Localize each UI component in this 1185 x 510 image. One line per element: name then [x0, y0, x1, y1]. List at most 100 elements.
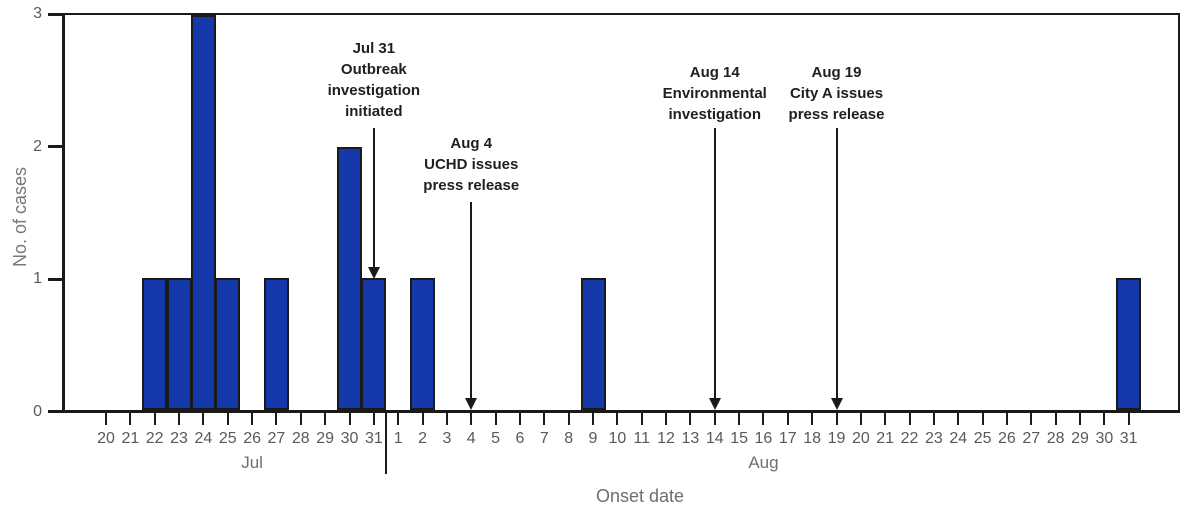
x-tick-label: 11: [633, 430, 650, 447]
x-tick-label: 9: [588, 430, 598, 447]
annotation-line: UCHD issues: [424, 156, 519, 173]
x-tick-label: 27: [1022, 430, 1041, 447]
x-axis-tick: [908, 413, 911, 425]
annotation-arrowhead: [465, 398, 478, 410]
case-bar: [410, 278, 436, 410]
month-divider: [385, 413, 388, 474]
annotation-line: initiated: [345, 103, 403, 120]
annotation-arrow-line: [713, 128, 716, 400]
x-tick-label: 22: [900, 430, 919, 447]
x-tick-label: 28: [1046, 430, 1065, 447]
x-axis-tick: [518, 413, 521, 425]
x-tick-label: 31: [1119, 430, 1138, 447]
annotation: Aug 4 UCHD issues press release: [376, 133, 566, 196]
x-axis-tick: [835, 413, 838, 425]
x-tick-label: 7: [539, 430, 549, 447]
x-axis-tick: [251, 413, 254, 425]
x-axis-tick: [1079, 413, 1081, 425]
annotation-arrow-line: [835, 128, 838, 400]
x-tick-label: 6: [515, 430, 525, 447]
x-tick-label: 20: [851, 430, 870, 447]
x-tick-label: 19: [827, 430, 846, 447]
x-axis-tick: [178, 413, 181, 425]
case-bar: [166, 278, 192, 410]
annotation: Aug 14 Environmental investigation: [620, 62, 810, 125]
x-axis-tick: [372, 413, 375, 425]
x-axis-tick: [226, 413, 229, 425]
case-bar: [142, 278, 168, 410]
annotation-line: Jul 31: [352, 40, 396, 57]
annotation-arrow-line: [470, 202, 473, 400]
x-axis-tick: [1054, 413, 1057, 425]
annotation: Jul 31 Outbreak investigation initiated: [279, 38, 469, 122]
annotation-arrowhead: [830, 398, 843, 410]
x-axis-tick: [445, 413, 448, 425]
x-axis-tick: [1127, 413, 1130, 425]
x-tick-label: 28: [291, 430, 310, 447]
x-axis-tick: [348, 413, 351, 425]
x-axis-tick: [689, 413, 692, 425]
y-axis-tick: [48, 12, 62, 16]
x-tick-label: 26: [998, 430, 1016, 447]
x-axis-tick: [592, 413, 594, 425]
y-axis-tick: [48, 410, 62, 413]
x-tick-label: 17: [778, 430, 797, 447]
x-tick-label: 1: [393, 430, 403, 447]
annotation-line: Aug 19: [811, 64, 862, 81]
x-tick-label: 4: [466, 430, 476, 447]
annotation-line: investigation: [327, 82, 421, 99]
x-tick-label: 30: [340, 430, 359, 447]
x-axis-tick: [1103, 413, 1106, 425]
x-tick-label: 18: [803, 430, 822, 447]
annotation-line: City A issues: [789, 85, 884, 102]
case-bar: [337, 147, 362, 410]
x-axis-tick: [494, 413, 497, 425]
x-tick-label: 27: [267, 430, 286, 447]
x-axis-tick: [1030, 413, 1033, 425]
x-axis-tick: [981, 413, 984, 425]
x-axis-tick: [105, 413, 107, 425]
x-tick-label: 26: [243, 430, 261, 447]
x-tick-label: 25: [218, 430, 237, 447]
x-tick-label: 2: [418, 430, 427, 447]
annotation-line: Outbreak: [340, 61, 407, 78]
x-axis-tick: [786, 413, 789, 425]
x-axis-tick: [811, 413, 814, 425]
x-axis-tick: [324, 413, 327, 425]
annotation-arrowhead: [367, 267, 380, 279]
case-bar: [1116, 278, 1142, 410]
case-bar: [361, 278, 387, 410]
x-tick-label: 13: [681, 430, 700, 447]
x-axis-tick: [616, 413, 619, 425]
annotation-line: Aug 14: [689, 64, 740, 81]
month-label: Jul: [241, 453, 263, 472]
x-axis-tick: [640, 413, 643, 425]
x-axis-tick: [762, 413, 765, 425]
x-tick-label: 14: [705, 430, 724, 447]
y-axis-title: No. of cases: [10, 166, 30, 268]
case-bar: [215, 278, 241, 410]
x-tick-label: 15: [730, 430, 748, 447]
annotation-arrowhead: [708, 398, 721, 410]
annotation: Aug 19 City A issues press release: [742, 62, 932, 125]
x-tick-label: 23: [924, 430, 943, 447]
x-tick-label: 21: [121, 430, 140, 447]
case-bar: [263, 278, 289, 410]
x-axis-tick: [202, 413, 205, 425]
x-tick-label: 10: [608, 430, 627, 447]
annotation-line: investigation: [668, 106, 761, 123]
y-tick-label: 1: [33, 270, 42, 287]
x-axis-tick: [543, 413, 546, 425]
case-bar: [580, 278, 606, 410]
x-axis-tick: [665, 413, 668, 425]
x-axis-tick: [932, 413, 935, 425]
x-axis-tick: [884, 413, 887, 425]
y-tick-label: 0: [33, 402, 42, 420]
month-label: Aug: [748, 453, 779, 472]
x-axis-tick: [275, 413, 278, 425]
x-axis-title: Onset date: [595, 486, 685, 506]
plot-frame: [62, 13, 1180, 413]
x-tick-label: 24: [949, 430, 968, 447]
x-tick-label: 3: [442, 430, 452, 447]
